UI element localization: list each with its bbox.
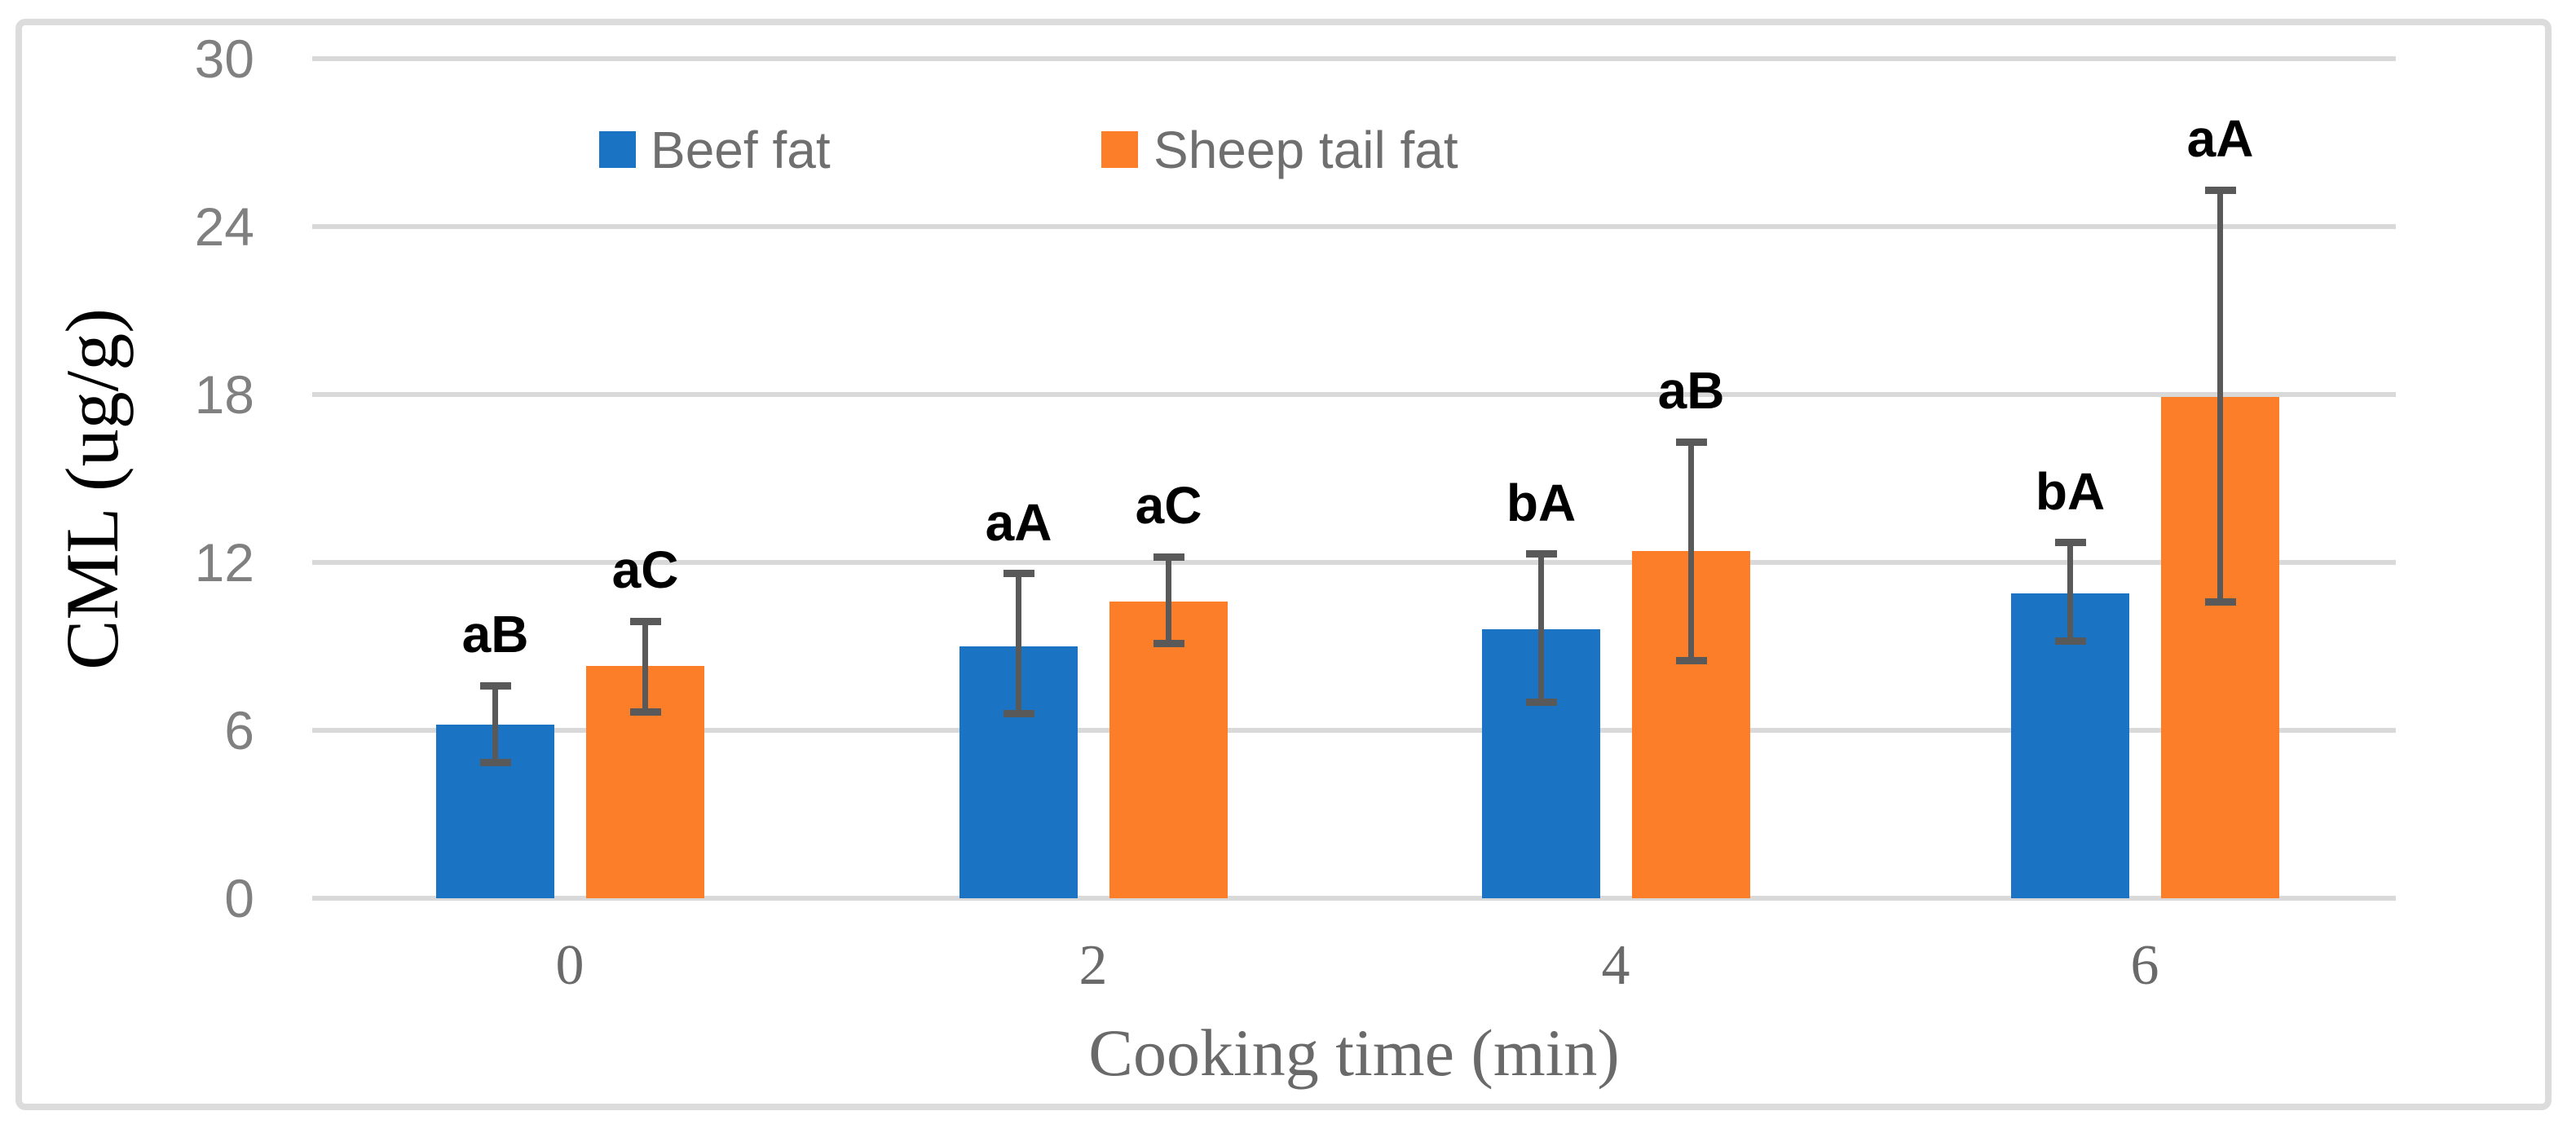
error-bar-cap-bottom [1003,709,1034,717]
error-bar-cap-top [2204,186,2236,194]
sig-label-aA-6min: aA [2186,109,2254,169]
error-bar-line [642,621,648,712]
chart-border-frame [15,19,2552,1110]
error-bar-cap-top [1525,550,1557,558]
sig-label-aB-0min: aB [461,605,529,664]
y-tick-label-6: 6 [224,700,254,760]
error-bar-cap-top [629,617,661,625]
x-tick-label-6: 6 [2130,934,2159,997]
legend-label-sheep-tail-fat: Sheep tail fat [1153,121,1458,179]
error-bar-cap-bottom [2204,597,2236,606]
error-bar-line [2067,542,2073,641]
sig-label-aC-0min: aC [611,540,679,600]
gridline-y-18 [312,392,2396,397]
y-tick-label-18: 18 [194,364,254,425]
error-bar-cap-bottom [1525,699,1557,707]
y-tick-label-30: 30 [194,29,254,89]
x-tick-label-4: 4 [1601,934,1630,997]
gridline-y-6 [312,728,2396,733]
error-bar-cap-top [479,681,511,690]
error-bar-cap-bottom [479,758,511,766]
gridline-y-12 [312,560,2396,565]
gridline-y-30 [312,56,2396,61]
error-bar-cap-top [1153,553,1184,561]
y-axis-title: CML (ug/g) [51,308,134,670]
error-bar-line [1166,557,1171,644]
error-bar-cap-bottom [2054,637,2086,645]
error-bar-line [1016,573,1021,714]
sig-label-bA-4min: bA [1506,473,1577,532]
bar-sheep-tail-fat-2min [1109,602,1228,898]
error-bar-cap-top [1003,570,1034,578]
error-bar-line [492,686,498,763]
y-tick-label-12: 12 [194,532,254,593]
error-bar-line [1688,442,1694,661]
sig-label-bA-6min: bA [2035,461,2106,521]
gridline-y-24 [312,224,2396,229]
error-bar-line [1538,553,1544,703]
error-bar-line [2217,190,2223,602]
y-tick-label-0: 0 [224,868,254,928]
x-axis-title: Cooking time (min) [1088,1016,1620,1090]
sig-label-aB-4min: aB [1657,361,1725,421]
x-tick-label-2: 2 [1078,934,1108,997]
sig-label-aC-2min: aC [1135,476,1202,536]
sig-label-aA-2min: aA [985,492,1052,552]
error-bar-cap-top [1675,438,1707,446]
legend-swatch-beef-fat [599,131,636,168]
y-tick-label-24: 24 [194,196,254,257]
legend-label-beef-fat: Beef fat [651,121,831,179]
legend-swatch-sheep-tail-fat [1101,131,1138,168]
x-tick-label-0: 0 [555,934,584,997]
error-bar-cap-bottom [1153,640,1184,648]
error-bar-cap-bottom [629,708,661,716]
error-bar-cap-bottom [1675,656,1707,664]
gridline-y-0 [312,896,2396,901]
error-bar-cap-top [2054,539,2086,547]
